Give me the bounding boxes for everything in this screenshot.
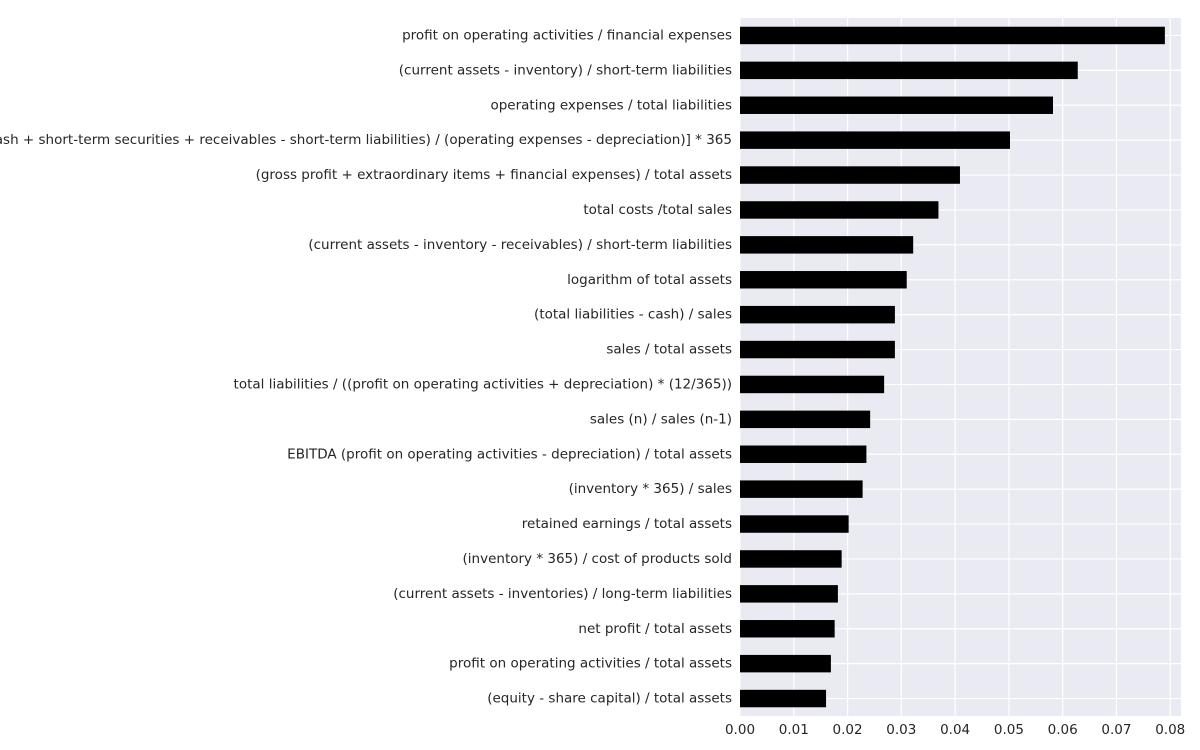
bar	[740, 236, 914, 254]
category-label: (current assets - inventories) / long-te…	[393, 586, 732, 602]
category-label: total costs /total sales	[583, 202, 732, 218]
bar	[740, 585, 838, 603]
category-label: total liabilities / ((profit on operatin…	[234, 376, 732, 392]
category-label: profit on operating activities / total a…	[449, 656, 732, 672]
x-tick-label: 0.07	[1101, 722, 1131, 738]
x-tick-label: 0.05	[994, 722, 1024, 738]
bar	[740, 201, 939, 219]
x-tick-label: 0.04	[940, 722, 970, 738]
x-tick-label: 0.06	[1048, 722, 1078, 738]
bar	[740, 375, 885, 394]
x-tick-label: 0.08	[1155, 722, 1185, 738]
bar	[740, 654, 831, 673]
x-tick-labels: 0.00 0.01 0.02 0.03 0.04 0.05 0.06 0.07 0.08	[725, 722, 1185, 738]
category-label: (current assets - inventory) / short-ter…	[399, 62, 732, 78]
bar	[740, 445, 867, 463]
bar-layer	[740, 26, 1165, 708]
category-label: retained earnings / total assets	[522, 516, 732, 532]
category-label: (total liabilities - cash) / sales	[534, 307, 732, 323]
bar	[740, 480, 863, 498]
bar	[740, 305, 895, 324]
x-tick-label: 0.03	[886, 722, 916, 738]
bar	[740, 166, 960, 184]
category-label: sales / total assets	[606, 342, 732, 358]
bar	[740, 96, 1054, 114]
bar	[740, 271, 907, 289]
bar	[740, 340, 895, 359]
x-tick-label: 0.01	[779, 722, 809, 738]
category-label: net profit / total assets	[578, 621, 732, 637]
bar	[740, 620, 835, 638]
x-tick-label: 0.00	[725, 722, 755, 738]
plot-background	[740, 18, 1181, 716]
category-label: (current assets - inventory - receivable…	[308, 237, 732, 253]
category-label: (inventory * 365) / cost of products sol…	[463, 551, 732, 567]
x-tick-label: 0.02	[833, 722, 863, 738]
category-label: (inventory * 365) / sales	[569, 481, 732, 497]
bar	[740, 515, 849, 533]
category-labels: profit on operating activities / financi…	[0, 27, 732, 706]
category-label: EBITDA (profit on operating activities -…	[287, 446, 732, 462]
bar	[740, 61, 1078, 80]
bar	[740, 410, 871, 429]
category-label: sales (n) / sales (n-1)	[590, 411, 732, 427]
category-label: operating expenses / total liabilities	[490, 97, 732, 113]
bar	[740, 26, 1165, 45]
bar	[740, 550, 842, 568]
bar	[740, 131, 1010, 149]
bar	[740, 689, 827, 708]
category-label: logarithm of total assets	[567, 272, 732, 288]
category-label: (equity - share capital) / total assets	[487, 691, 732, 707]
category-label: (gross profit + extraordinary items + fi…	[256, 167, 732, 183]
category-label: [(cash + short-term securities + receiva…	[0, 132, 732, 148]
category-label: profit on operating activities / financi…	[402, 27, 732, 43]
